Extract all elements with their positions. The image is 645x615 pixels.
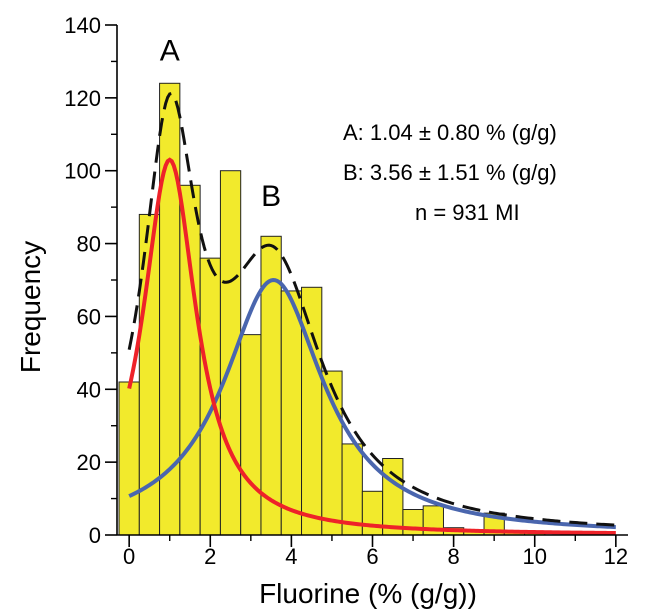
ticks: 0 20 40 60 80 100 120 140 0 2 4 6 8 10 12 — [64, 13, 628, 569]
histogram-bars — [118, 82, 546, 536]
histogram-bar-14 — [402, 509, 424, 536]
y-tick-label-1: 20 — [77, 450, 101, 475]
y-tick-label-6: 120 — [64, 86, 101, 111]
histogram-bar-5 — [219, 170, 242, 536]
curve-sum — [127, 91, 616, 527]
y-tick-label-2: 40 — [77, 377, 101, 402]
histogram-bar-8 — [280, 290, 303, 536]
y-tick-label-0: 0 — [89, 523, 101, 548]
y-tick-label-7: 140 — [64, 13, 101, 38]
histogram-bar-13 — [382, 458, 404, 536]
x-tick-label-2: 4 — [285, 544, 297, 569]
histogram-bar-12 — [361, 490, 384, 536]
x-tick-label-0: 0 — [123, 544, 135, 569]
peak-label-b: B — [261, 180, 281, 213]
histogram-bar-3 — [179, 184, 201, 536]
curve-a — [127, 157, 616, 536]
x-tick-label-5: 10 — [522, 544, 546, 569]
x-tick-label-4: 8 — [447, 544, 459, 569]
histogram-bar-10 — [321, 370, 343, 536]
histogram-bar-6 — [240, 334, 262, 536]
fit-curves — [127, 91, 616, 536]
peak-label-a: A — [160, 35, 180, 68]
x-tick-label-6: 12 — [604, 544, 628, 569]
curve-b — [128, 277, 616, 530]
sample-count: n = 931 MI — [415, 200, 520, 225]
y-tick-label-3: 60 — [77, 304, 101, 329]
y-tick-label-5: 100 — [64, 159, 101, 184]
histogram-bar-9 — [301, 286, 323, 536]
x-tick-label-3: 6 — [366, 544, 378, 569]
y-axis-title: Frequency — [15, 241, 46, 373]
x-axis-title: Fluorine (% (g/g)) — [259, 578, 477, 609]
y-tick-label-4: 80 — [77, 232, 101, 257]
stats-line-a: A: 1.04 ± 0.80 % (g/g) — [343, 120, 557, 145]
stats-line-b: B: 3.56 ± 1.51 % (g/g) — [343, 160, 557, 185]
histogram-bar-0 — [118, 381, 140, 536]
x-tick-label-1: 2 — [204, 544, 216, 569]
